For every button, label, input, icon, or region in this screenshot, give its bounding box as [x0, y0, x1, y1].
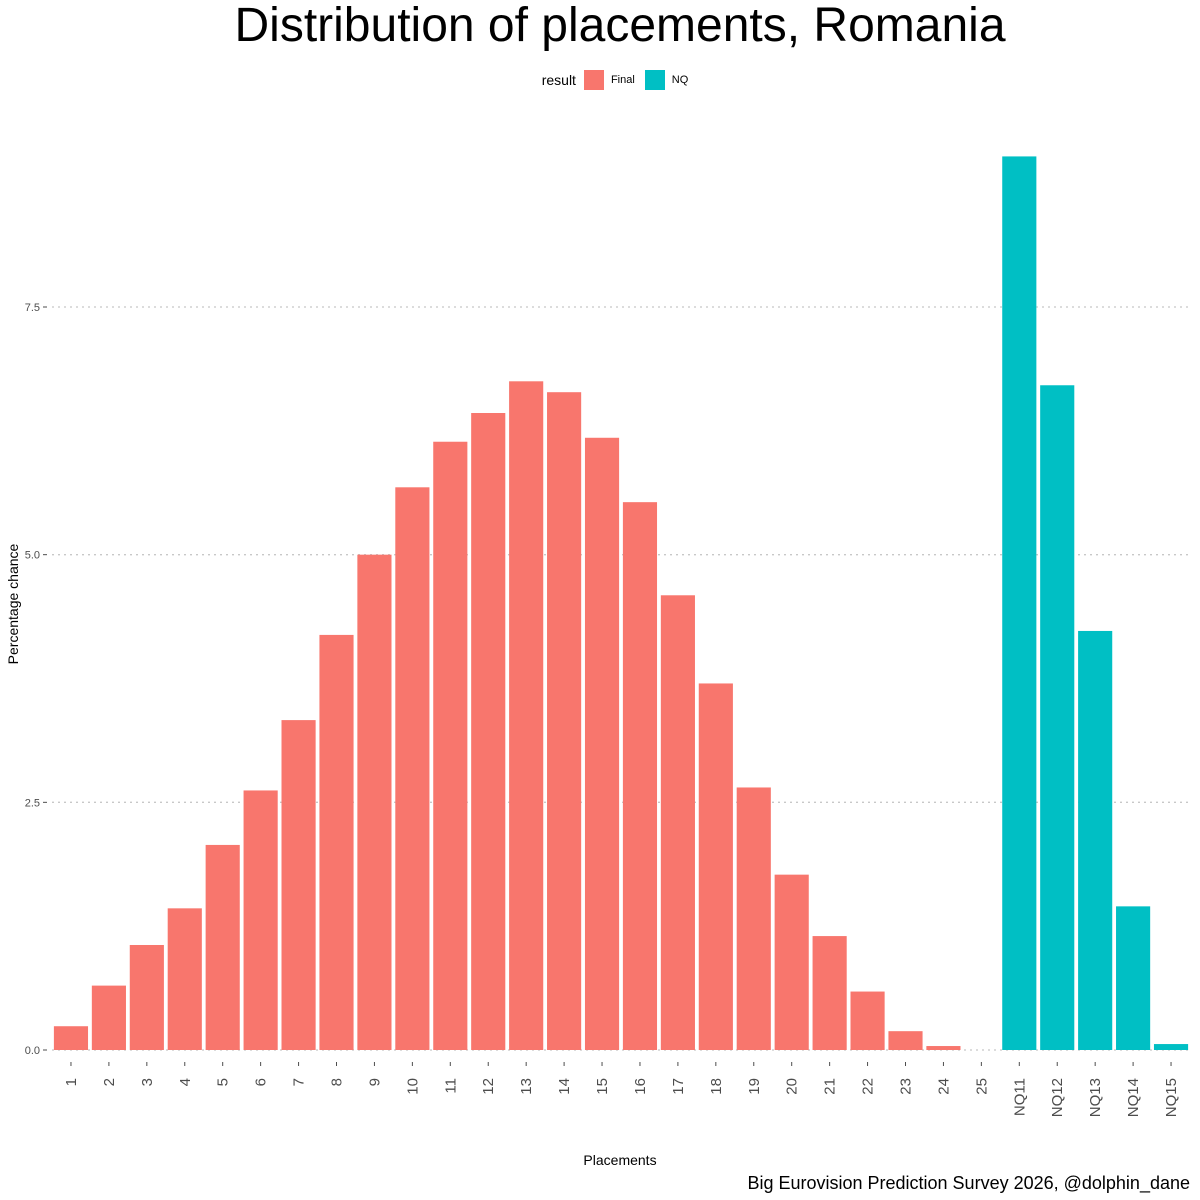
bar-8: [319, 634, 354, 1050]
y-axis-ticks: 0.0 2.5 5.0 7.5: [25, 302, 47, 1057]
bar-15: [584, 437, 620, 1050]
bar-nq11: [1002, 156, 1037, 1050]
legend-swatch-final: [583, 70, 604, 90]
bar-11: [433, 441, 468, 1050]
x-tick-label-19: 19: [746, 1078, 763, 1095]
x-tick-label-14: 14: [556, 1078, 573, 1095]
x-tick-label-20: 20: [784, 1078, 801, 1095]
x-tick-label-24: 24: [935, 1078, 952, 1095]
bar-21: [812, 936, 847, 1050]
y-tick-label-0: 0.0: [25, 1045, 40, 1057]
x-tick-label-nq14: NQ14: [1125, 1078, 1142, 1117]
x-tick-label-11: 11: [442, 1078, 459, 1094]
bars: [53, 156, 1189, 1050]
x-tick-label-23: 23: [898, 1078, 915, 1095]
bar-23: [888, 1031, 923, 1050]
bar-nq14: [1116, 906, 1151, 1050]
bar-10: [395, 487, 430, 1050]
bar-6: [243, 790, 278, 1050]
x-tick-label-7: 7: [291, 1078, 308, 1086]
x-tick-label-6: 6: [253, 1078, 270, 1086]
x-tick-label-17: 17: [670, 1078, 687, 1095]
bar-4: [167, 908, 202, 1050]
x-tick-label-13: 13: [518, 1078, 535, 1095]
bar-5: [205, 844, 240, 1050]
y-tick-label-3: 7.5: [25, 302, 40, 314]
x-tick-label-15: 15: [594, 1078, 611, 1095]
bar-22: [850, 991, 885, 1050]
bar-nq15: [1153, 1044, 1189, 1050]
x-tick-label-10: 10: [404, 1078, 421, 1095]
x-tick-label-25: 25: [973, 1078, 990, 1095]
x-axis-ticks: 1 2 3 4 5 6 7 8 9 10 11 12 13 14 15 16 17 18 19 20 21 22 23 24 2…: [63, 1062, 1180, 1117]
legend-label-final: Final: [610, 74, 635, 86]
x-tick-label-2: 2: [101, 1078, 118, 1086]
legend-title: result: [541, 72, 576, 88]
bar-1: [53, 1026, 89, 1050]
bar-24: [926, 1046, 961, 1050]
x-tick-label-21: 21: [822, 1078, 839, 1095]
bar-9: [357, 554, 392, 1050]
x-tick-label-nq11: NQ11: [1011, 1078, 1028, 1116]
legend-label-nq: NQ: [671, 74, 689, 86]
bar-nq12: [1040, 385, 1075, 1050]
caption: Big Eurovision Prediction Survey 2026, @…: [747, 1173, 1190, 1193]
x-axis-title: Placements: [583, 1152, 656, 1168]
x-tick-label-8: 8: [329, 1078, 346, 1086]
y-axis-title: Percentage chance: [5, 543, 21, 664]
legend: result Final NQ: [0, 68, 1200, 92]
x-tick-label-4: 4: [177, 1078, 194, 1086]
x-tick-label-nq13: NQ13: [1087, 1078, 1104, 1117]
bar-16: [622, 502, 658, 1050]
bar-18: [698, 683, 733, 1050]
bar-17: [660, 595, 695, 1050]
bar-3: [129, 944, 164, 1050]
x-tick-label-22: 22: [860, 1078, 877, 1095]
x-tick-label-18: 18: [708, 1078, 725, 1095]
bar-14: [547, 392, 582, 1050]
x-tick-label-nq12: NQ12: [1049, 1078, 1066, 1117]
bar-20: [774, 874, 809, 1050]
bar-7: [281, 720, 316, 1050]
x-tick-label-3: 3: [139, 1078, 156, 1086]
y-tick-label-1: 2.5: [25, 797, 40, 809]
x-tick-label-16: 16: [632, 1078, 649, 1095]
bar-13: [509, 381, 544, 1050]
y-tick-label-2: 5.0: [25, 550, 40, 562]
x-tick-label-1: 1: [63, 1078, 80, 1086]
bar-2: [91, 985, 126, 1050]
x-tick-label-nq15: NQ15: [1163, 1078, 1180, 1117]
bar-12: [471, 413, 506, 1050]
x-tick-label-9: 9: [366, 1078, 383, 1086]
x-tick-label-12: 12: [480, 1078, 497, 1095]
x-tick-label-5: 5: [215, 1078, 232, 1086]
legend-swatch-nq: [644, 70, 665, 90]
chart-title: Distribution of placements, Romania: [234, 0, 1006, 52]
bar-nq13: [1078, 630, 1113, 1050]
bar-19: [736, 787, 771, 1050]
gridlines: [52, 306, 1190, 1051]
